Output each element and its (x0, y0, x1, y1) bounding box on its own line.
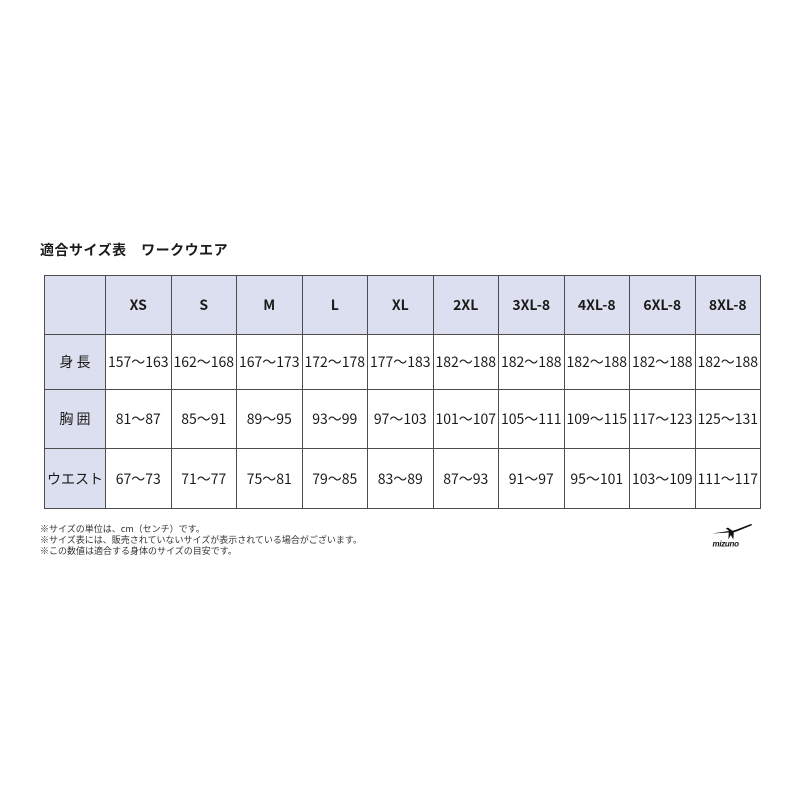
svg-text:mizuno: mizuno (713, 540, 740, 549)
